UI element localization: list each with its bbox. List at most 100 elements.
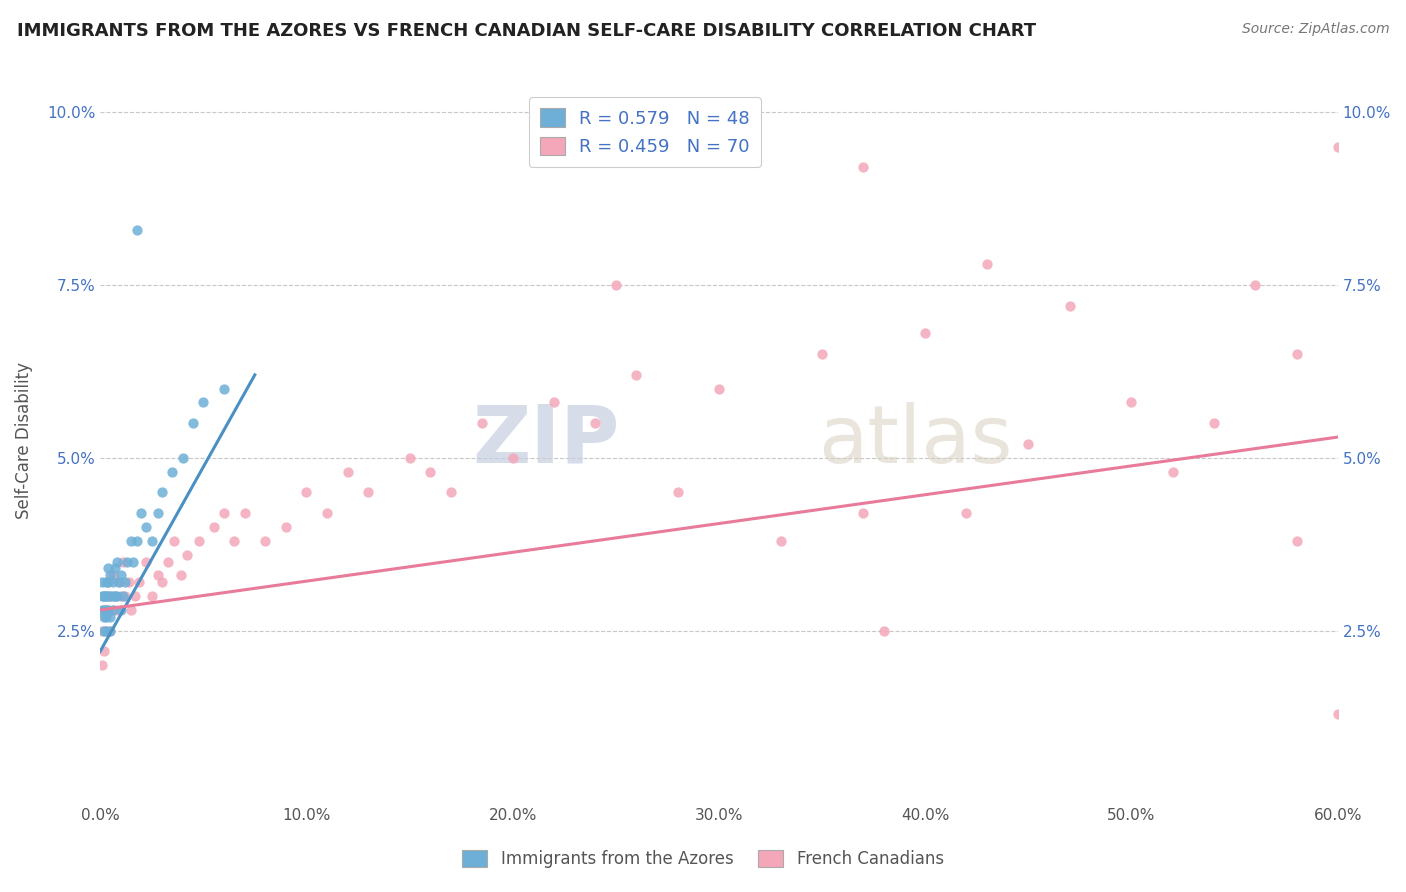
Point bbox=[101, 603, 124, 617]
Point bbox=[1017, 437, 1039, 451]
Point bbox=[100, 624, 122, 638]
Point bbox=[120, 603, 142, 617]
Point bbox=[146, 506, 169, 520]
Point bbox=[101, 575, 124, 590]
Point bbox=[1059, 299, 1081, 313]
Point bbox=[852, 161, 875, 175]
Point bbox=[440, 485, 463, 500]
Point bbox=[811, 347, 834, 361]
Point bbox=[111, 589, 134, 603]
Point bbox=[91, 658, 114, 673]
Point bbox=[471, 416, 494, 430]
Point bbox=[93, 589, 115, 603]
Legend: R = 0.579   N = 48, R = 0.459   N = 70: R = 0.579 N = 48, R = 0.459 N = 70 bbox=[529, 97, 761, 167]
Point bbox=[212, 506, 235, 520]
Point bbox=[605, 277, 627, 292]
Point bbox=[1161, 465, 1184, 479]
Text: IMMIGRANTS FROM THE AZORES VS FRENCH CANADIAN SELF-CARE DISABILITY CORRELATION C: IMMIGRANTS FROM THE AZORES VS FRENCH CAN… bbox=[17, 22, 1036, 40]
Point bbox=[96, 589, 118, 603]
Point bbox=[1244, 277, 1267, 292]
Point bbox=[97, 589, 120, 603]
Point bbox=[114, 575, 136, 590]
Point bbox=[1285, 533, 1308, 548]
Point bbox=[666, 485, 689, 500]
Point bbox=[274, 520, 297, 534]
Text: atlas: atlas bbox=[818, 401, 1012, 480]
Point bbox=[93, 610, 115, 624]
Point bbox=[96, 575, 118, 590]
Point bbox=[336, 465, 359, 479]
Point bbox=[118, 575, 141, 590]
Point bbox=[91, 589, 114, 603]
Point bbox=[96, 610, 118, 624]
Point bbox=[543, 395, 565, 409]
Point bbox=[146, 568, 169, 582]
Point bbox=[193, 395, 215, 409]
Point bbox=[1121, 395, 1143, 409]
Point bbox=[107, 575, 129, 590]
Point bbox=[157, 555, 180, 569]
Point bbox=[91, 624, 114, 638]
Point bbox=[96, 624, 118, 638]
Point bbox=[914, 326, 936, 341]
Point bbox=[93, 624, 115, 638]
Text: ZIP: ZIP bbox=[472, 401, 620, 480]
Point bbox=[100, 624, 122, 638]
Point bbox=[127, 222, 149, 236]
Point bbox=[769, 533, 792, 548]
Point bbox=[97, 603, 120, 617]
Point bbox=[91, 603, 114, 617]
Point bbox=[114, 589, 136, 603]
Point bbox=[93, 589, 115, 603]
Point bbox=[110, 568, 132, 582]
Point bbox=[134, 555, 156, 569]
Point bbox=[97, 603, 120, 617]
Point bbox=[105, 603, 128, 617]
Point bbox=[707, 382, 730, 396]
Point bbox=[127, 533, 149, 548]
Point bbox=[202, 520, 225, 534]
Point bbox=[163, 533, 186, 548]
Point bbox=[357, 485, 380, 500]
Point bbox=[181, 416, 204, 430]
Point bbox=[100, 610, 122, 624]
Point bbox=[97, 561, 120, 575]
Point bbox=[398, 450, 420, 465]
Point bbox=[626, 368, 648, 382]
Point bbox=[111, 555, 134, 569]
Point bbox=[172, 450, 194, 465]
Point bbox=[101, 589, 124, 603]
Point bbox=[110, 603, 132, 617]
Point bbox=[852, 506, 875, 520]
Point bbox=[122, 555, 145, 569]
Point bbox=[162, 465, 184, 479]
Point bbox=[502, 450, 524, 465]
Point bbox=[1326, 706, 1348, 721]
Point bbox=[100, 568, 122, 582]
Legend: Immigrants from the Azores, French Canadians: Immigrants from the Azores, French Canad… bbox=[456, 843, 950, 875]
Point bbox=[103, 589, 125, 603]
Point bbox=[254, 533, 277, 548]
Point bbox=[120, 533, 142, 548]
Point bbox=[976, 257, 998, 271]
Point bbox=[93, 603, 115, 617]
Point bbox=[873, 624, 896, 638]
Point bbox=[212, 382, 235, 396]
Point bbox=[100, 589, 122, 603]
Point bbox=[295, 485, 318, 500]
Point bbox=[583, 416, 606, 430]
Point bbox=[224, 533, 246, 548]
Point bbox=[96, 589, 118, 603]
Point bbox=[150, 485, 173, 500]
Point bbox=[128, 575, 150, 590]
Point bbox=[101, 568, 124, 582]
Point bbox=[141, 533, 163, 548]
Point bbox=[955, 506, 977, 520]
Point bbox=[169, 568, 191, 582]
Point bbox=[316, 506, 339, 520]
Point bbox=[97, 575, 120, 590]
Point bbox=[150, 575, 173, 590]
Point bbox=[103, 589, 125, 603]
Point bbox=[107, 575, 129, 590]
Point bbox=[233, 506, 256, 520]
